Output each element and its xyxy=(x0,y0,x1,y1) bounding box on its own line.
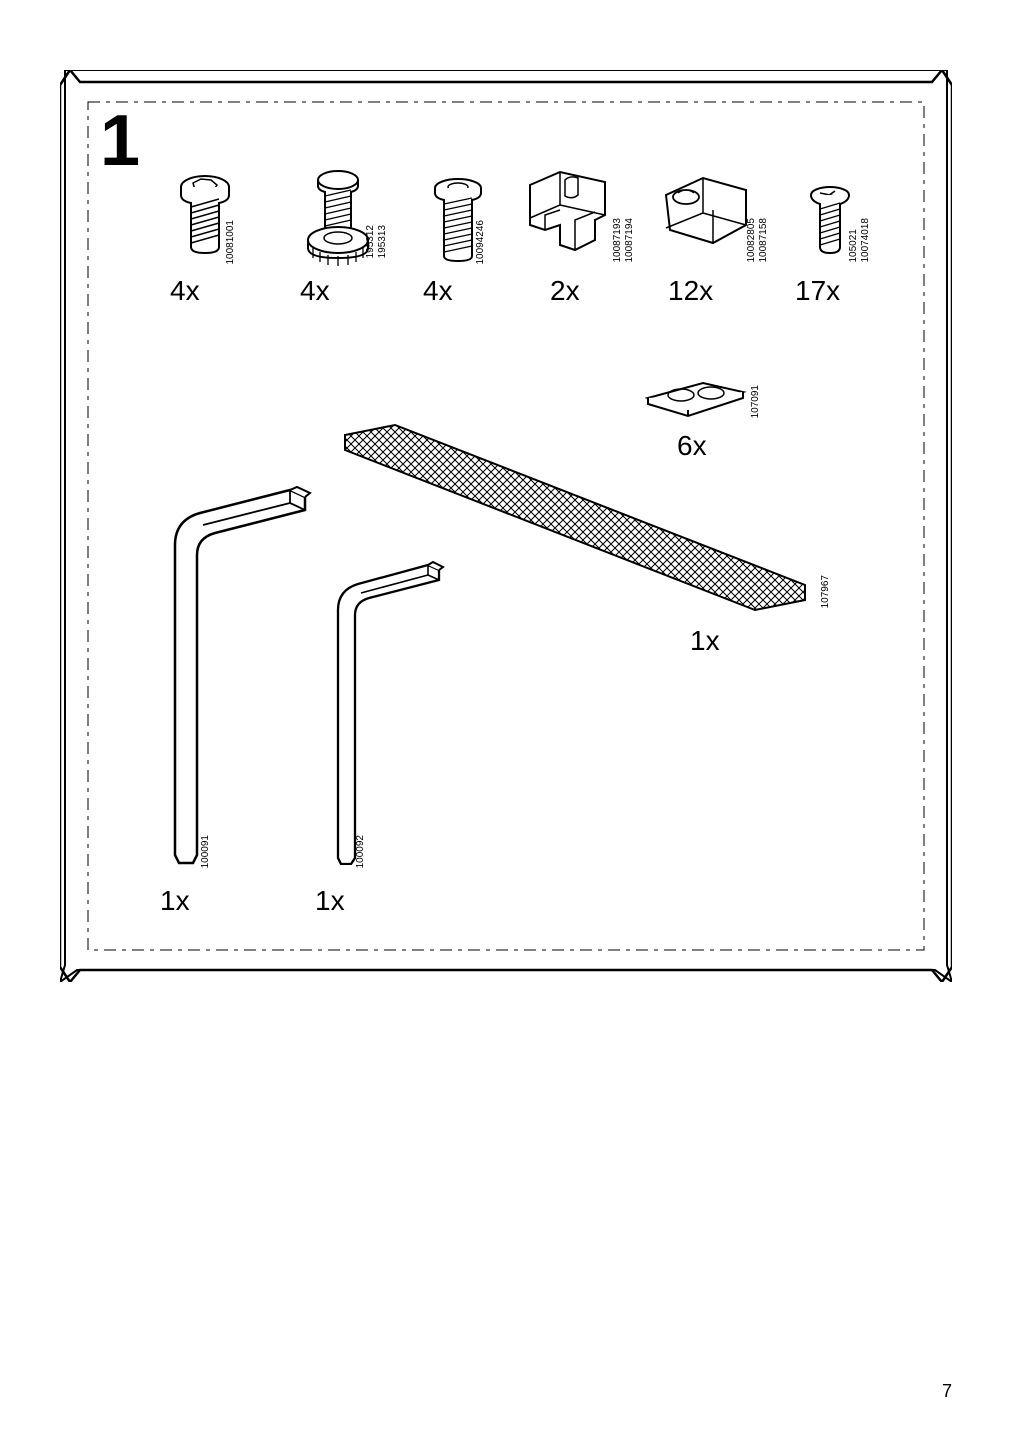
part-qty: 1x xyxy=(690,625,720,657)
part-allen-key-small xyxy=(305,560,455,865)
part-code: 107091 xyxy=(750,385,762,418)
part-qty: 1x xyxy=(160,885,190,917)
page-number: 7 xyxy=(942,1381,952,1402)
part-qty: 4x xyxy=(423,275,453,307)
felt-pad-icon xyxy=(643,380,748,425)
part-code: 195312 195313 xyxy=(365,225,389,258)
allen-small-icon xyxy=(313,560,448,865)
part-qty: 17x xyxy=(795,275,840,307)
part-code: 10081001 xyxy=(225,220,237,265)
part-bolt-washer xyxy=(285,170,395,275)
part-code: 105021 1007401​8 xyxy=(848,218,872,263)
part-code: 100092 xyxy=(355,835,367,868)
bracket-small-icon xyxy=(658,175,753,253)
page-container: 1 10081001 4x 195312 195313 4x xyxy=(60,70,952,982)
part-code: 10082805 10087158 xyxy=(746,218,770,263)
part-qty: 4x xyxy=(300,275,330,307)
bracket-large-icon xyxy=(520,170,620,260)
part-code: 100091 xyxy=(200,835,212,868)
part-qty: 1x xyxy=(315,885,345,917)
step-number: 1 xyxy=(100,100,140,182)
bolt-washer-icon xyxy=(298,170,383,275)
part-felt-pad xyxy=(635,380,755,425)
part-bolt-flat xyxy=(413,178,503,263)
part-bolt-hex xyxy=(150,175,260,255)
part-qty: 4x xyxy=(170,275,200,307)
part-bracket-small xyxy=(650,175,760,253)
part-code: 107967 xyxy=(820,575,832,608)
part-allen-key-large xyxy=(120,485,320,865)
part-code: 10087193 10087194 xyxy=(612,218,636,263)
part-code: 10094246 xyxy=(475,220,487,265)
part-qty: 2x xyxy=(550,275,580,307)
part-qty: 12x xyxy=(668,275,713,307)
allen-large-icon xyxy=(125,485,315,865)
